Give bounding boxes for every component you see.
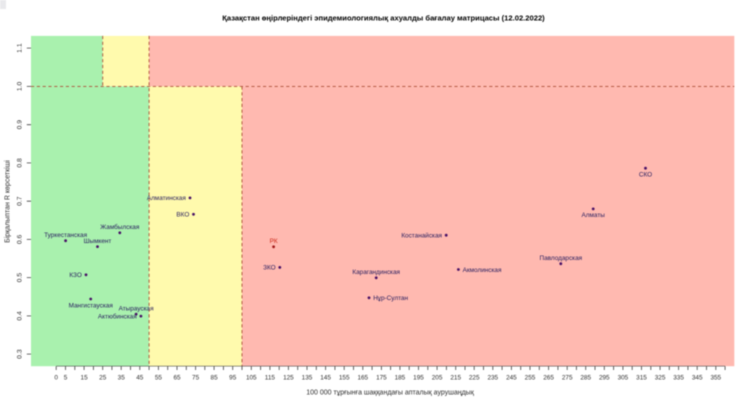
svg-text:35: 35 bbox=[118, 375, 126, 382]
svg-text:Жамбылская: Жамбылская bbox=[100, 223, 140, 231]
svg-text:0: 0 bbox=[54, 375, 58, 382]
svg-text:285: 285 bbox=[580, 375, 591, 382]
svg-text:355: 355 bbox=[710, 375, 721, 382]
svg-text:СКО: СКО bbox=[639, 172, 652, 179]
svg-text:Карагандинская: Карагандинская bbox=[352, 269, 400, 276]
svg-text:295: 295 bbox=[599, 375, 610, 382]
svg-text:Нұр-Султан: Нұр-Султан bbox=[373, 295, 408, 302]
svg-text:Костанайская: Костанайская bbox=[401, 232, 442, 240]
svg-text:5: 5 bbox=[64, 375, 68, 382]
svg-text:185: 185 bbox=[395, 375, 406, 382]
svg-text:15: 15 bbox=[81, 375, 89, 382]
svg-text:125: 125 bbox=[283, 375, 294, 382]
svg-text:1.0: 1.0 bbox=[17, 81, 24, 91]
svg-text:0.8: 0.8 bbox=[17, 158, 24, 168]
svg-text:235: 235 bbox=[487, 375, 498, 382]
svg-text:85: 85 bbox=[211, 375, 219, 382]
svg-text:1.1: 1.1 bbox=[17, 43, 24, 53]
svg-text:РК: РК bbox=[270, 238, 278, 245]
svg-text:Мангистауская: Мангистауская bbox=[69, 302, 114, 309]
svg-text:65: 65 bbox=[173, 375, 181, 382]
svg-text:315: 315 bbox=[636, 375, 647, 382]
svg-text:265: 265 bbox=[543, 375, 554, 382]
svg-text:215: 215 bbox=[450, 375, 461, 382]
svg-text:55: 55 bbox=[155, 375, 163, 382]
svg-text:Туркестанская: Туркестанская bbox=[44, 232, 87, 239]
svg-text:335: 335 bbox=[673, 375, 684, 382]
svg-text:105: 105 bbox=[246, 375, 257, 382]
svg-text:Алматинская: Алматинская bbox=[147, 195, 187, 202]
svg-text:Бірқалыптан R көрсеткіші: Бірқалыптан R көрсеткіші bbox=[4, 160, 12, 243]
svg-text:ЗКО: ЗКО bbox=[263, 265, 276, 272]
svg-text:25: 25 bbox=[99, 375, 107, 382]
svg-text:175: 175 bbox=[376, 375, 387, 382]
svg-text:325: 325 bbox=[655, 375, 666, 382]
svg-text:Павлодарская: Павлодарская bbox=[540, 255, 583, 262]
svg-text:255: 255 bbox=[525, 375, 536, 382]
svg-text:275: 275 bbox=[562, 375, 573, 382]
svg-text:45: 45 bbox=[136, 375, 144, 382]
svg-text:195: 195 bbox=[413, 375, 424, 382]
svg-text:135: 135 bbox=[302, 375, 313, 382]
svg-text:165: 165 bbox=[357, 375, 368, 382]
svg-text:Атырауская: Атырауская bbox=[119, 306, 154, 313]
svg-text:75: 75 bbox=[192, 375, 200, 382]
svg-text:0.9: 0.9 bbox=[17, 120, 24, 130]
svg-text:305: 305 bbox=[618, 375, 629, 382]
svg-text:345: 345 bbox=[692, 375, 703, 382]
svg-text:Қазақстан өңірлеріндегі эпидем: Қазақстан өңірлеріндегі эпидемиологиялық… bbox=[222, 13, 545, 22]
svg-text:95: 95 bbox=[229, 375, 237, 382]
svg-text:Актюбинская: Актюбинская bbox=[98, 312, 137, 320]
svg-text:155: 155 bbox=[339, 375, 350, 382]
svg-text:Акмолинская: Акмолинская bbox=[463, 267, 502, 274]
svg-text:Шымкент: Шымкент bbox=[84, 238, 112, 245]
svg-text:0.6: 0.6 bbox=[17, 234, 24, 244]
svg-text:100 000 тұрғынға шаққандағы ап: 100 000 тұрғынға шаққандағы апталық ауру… bbox=[306, 389, 474, 396]
svg-text:245: 245 bbox=[506, 375, 517, 382]
svg-text:Алматы: Алматы bbox=[582, 212, 606, 219]
svg-text:0.5: 0.5 bbox=[17, 273, 24, 283]
svg-text:205: 205 bbox=[432, 375, 443, 382]
svg-text:0.7: 0.7 bbox=[17, 196, 24, 206]
svg-text:145: 145 bbox=[320, 375, 331, 382]
svg-text:115: 115 bbox=[265, 375, 276, 382]
svg-text:225: 225 bbox=[469, 375, 480, 382]
svg-text:КЗО: КЗО bbox=[69, 272, 81, 279]
svg-text:0.3: 0.3 bbox=[17, 349, 24, 359]
svg-text:0.4: 0.4 bbox=[17, 311, 24, 321]
svg-text:ВКО: ВКО bbox=[176, 212, 189, 219]
